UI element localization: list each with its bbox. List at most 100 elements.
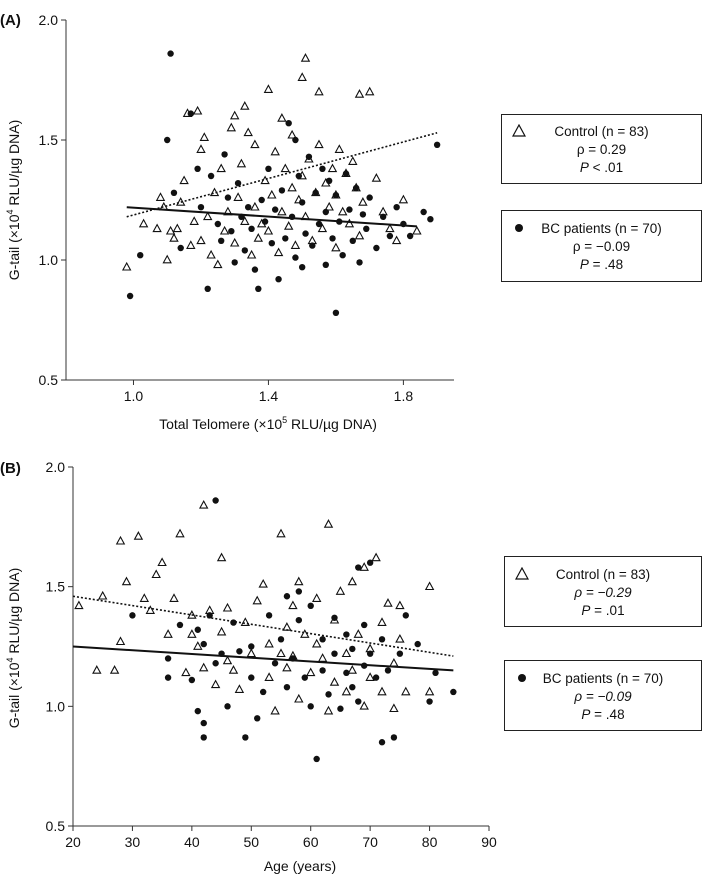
panel-a-bc-point <box>339 252 346 259</box>
panel-b-bc-trend-line <box>72 645 454 672</box>
panel-b-bc-point <box>194 626 201 633</box>
panel-a-bc-point <box>406 232 414 240</box>
panel-a-control-point <box>267 189 277 199</box>
panel-b-bc-point <box>366 650 374 657</box>
legend-control-a: Control (n = 83) ρ = 0.29 P < .01 <box>501 114 702 184</box>
panel-a-control-point <box>327 163 338 173</box>
panel-a-control-point <box>172 223 183 233</box>
panel-a-control-point <box>273 247 284 257</box>
panel-b-control-point <box>198 499 209 509</box>
panel-a-bc-point <box>204 285 211 292</box>
panel-b-control-point <box>305 667 316 677</box>
panel-b-x-axis-label: Age (years) <box>264 858 336 874</box>
panel-a-bc-point <box>379 213 387 220</box>
panel-b-control-point <box>383 598 393 607</box>
panel-b-control-point <box>115 636 126 646</box>
panel-a-bc-point <box>207 172 215 180</box>
panel-b-x-tick-label: 70 <box>362 834 378 850</box>
panel-a-bc-point <box>167 50 174 57</box>
panel-a-bc-point <box>241 247 249 254</box>
panel-b-control-point <box>341 686 352 696</box>
panel-a-bc-point <box>221 151 228 158</box>
panel-b-bc-point <box>396 650 404 657</box>
panel-b-bc-point <box>164 655 172 662</box>
panel-a-control-point <box>233 192 243 201</box>
panel-a-bc-point <box>322 208 329 216</box>
panel-a-control-point <box>213 259 223 269</box>
panel-a-bc-point <box>177 244 184 252</box>
panel-b-control-point <box>347 665 358 674</box>
panel-a-control-point <box>196 144 206 153</box>
panel-a-bc-point <box>332 309 340 316</box>
legend-control-p: P < .01 <box>579 160 624 175</box>
legend-row-bc: BC patients (n = 70) <box>502 220 701 238</box>
panel-a-control-point <box>300 53 311 62</box>
panel-b-control-point <box>222 602 233 612</box>
panel-a-bc-point <box>359 211 367 218</box>
panel-b-control-point <box>377 686 387 696</box>
panel-b-bc-point <box>337 705 344 712</box>
panel-a-bc-point <box>187 110 195 117</box>
panel-a-bc-point <box>298 264 306 271</box>
panel-b-bc-point <box>242 734 249 741</box>
panel-a-bc-point <box>386 232 394 240</box>
panel-a-bc-point <box>244 204 252 211</box>
panel-a-control-point <box>391 235 402 245</box>
panel-a-control-point <box>196 235 206 245</box>
panel-a-bc-point <box>282 235 289 242</box>
panel-a-control-point <box>189 216 199 225</box>
panel-b-bc-point <box>200 719 207 727</box>
panel-b-control-point <box>169 593 179 602</box>
panel-a-bc-point <box>234 180 242 187</box>
panel-b-bc-point <box>224 703 231 710</box>
panel-b-bc-point <box>295 588 303 595</box>
panel-b-bc-point <box>450 688 457 696</box>
panel-a-bc-point <box>312 189 319 196</box>
panel-a-control-point <box>246 249 257 259</box>
panel-b-bc-point <box>355 564 362 571</box>
legend-bc-p: P = .48 <box>579 257 624 272</box>
panel-a-bc-point <box>231 259 238 266</box>
panel-b-bc-point <box>248 643 255 650</box>
panel-a-x-tick-label: 1.0 <box>124 388 144 404</box>
panel-a-y-tick-label: 0.5 <box>39 372 59 388</box>
panel-a-control-point <box>283 221 294 230</box>
panel-a-control-point <box>240 216 250 225</box>
panel-a-x-tick-label: 1.8 <box>394 388 414 404</box>
panel-b-control-point <box>92 665 102 674</box>
panel-a-bc-point <box>427 216 434 223</box>
panel-a-bc-point <box>346 206 353 213</box>
panel-b-bc-point <box>319 667 326 674</box>
panel-b-control-point <box>121 576 132 586</box>
panel-a-control-point <box>398 194 409 204</box>
filled-circle-icon <box>512 221 526 237</box>
legend-control-label: Control (n = 83) <box>554 124 649 139</box>
open-triangle-icon <box>514 566 530 583</box>
panel-a-bc-point <box>352 184 360 192</box>
legend-bc-b: BC patients (n = 70) ρ = −0.09 P = .48 <box>504 660 702 731</box>
panel-b-control-point <box>329 677 340 686</box>
panel-a-control-point <box>226 122 237 132</box>
panel-b-control-point <box>401 686 411 696</box>
panel-b-control-point <box>175 528 185 538</box>
panel-b-bc-point <box>254 715 261 722</box>
panel-a-control-point <box>324 201 334 211</box>
legend-control-rho: ρ = −0.29 <box>574 585 632 600</box>
panel-a-bc-point <box>433 141 441 148</box>
panel-b-control-point <box>294 576 304 586</box>
panel-a-control-point <box>121 261 132 271</box>
panel-b-control-point <box>139 593 150 602</box>
panel-b-bc-point <box>236 648 243 655</box>
panel-a-control-point <box>277 206 287 216</box>
panel-a-control-point <box>250 201 260 211</box>
panel-a-control-point <box>371 173 382 182</box>
panel-b-bc-point <box>402 612 409 619</box>
panel-b-bc-point <box>349 645 356 653</box>
panel-a-control-point <box>314 139 324 149</box>
open-triangle-icon <box>511 123 527 140</box>
panel-a-bc-point <box>302 230 309 237</box>
panel-b-control-point <box>252 595 262 605</box>
panel-a-control-point <box>263 84 274 93</box>
panel-b-control-point <box>359 700 369 710</box>
